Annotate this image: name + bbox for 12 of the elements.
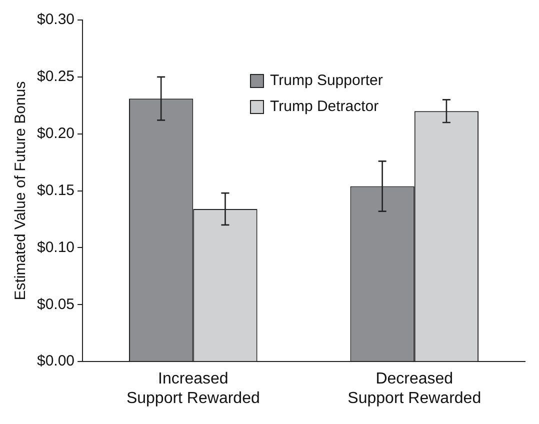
y-tick-label: $0.15 — [36, 182, 75, 199]
legend-label: Trump Supporter — [270, 72, 383, 89]
y-tick-label: $0.25 — [36, 68, 75, 86]
y-axis-title: Estimated Value of Future Bonus — [12, 81, 30, 300]
legend-label: Trump Detractor — [270, 98, 379, 115]
y-tick-label: $0.05 — [36, 296, 75, 313]
x-tick-label: Decreased Support Rewarded — [348, 370, 482, 407]
y-tick-label: $0.30 — [36, 11, 75, 28]
y-tick-label: $0.10 — [36, 238, 75, 256]
y-tick-label: $0.20 — [36, 125, 75, 142]
x-tick-label: Increased Support Rewarded — [126, 370, 260, 407]
y-tick-label: $0.00 — [36, 352, 75, 370]
